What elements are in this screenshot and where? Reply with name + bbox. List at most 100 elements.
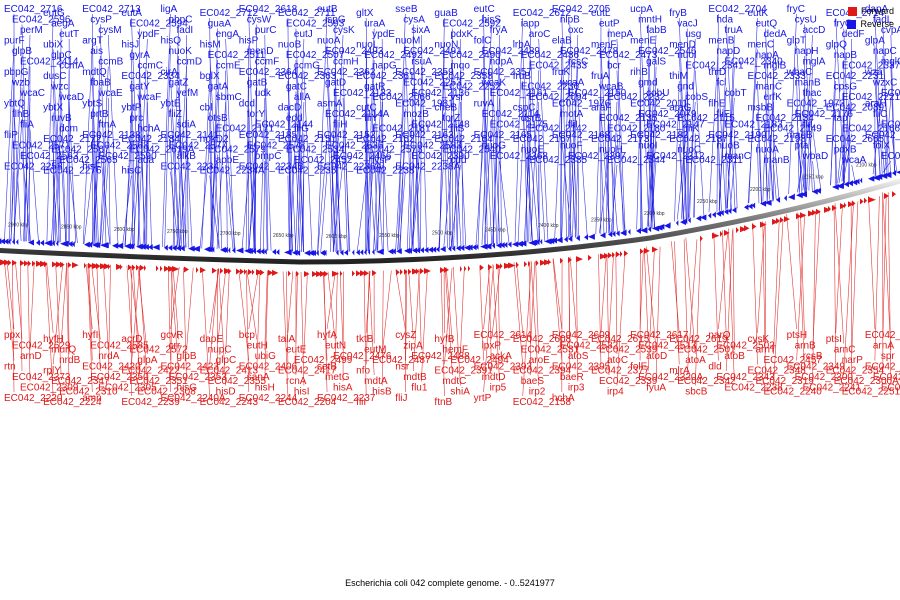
forward-gene-label: irp4 [607,387,624,398]
label-leader-line [882,55,891,175]
reverse-gene-label: EC042_2473 [599,50,658,61]
forward-gene-label: dld [708,362,721,373]
label-leader-line [365,112,376,252]
label-leader-line [88,263,93,361]
reverse-gene-glyph [60,240,68,247]
label-leader-line [264,129,268,251]
label-leader-line [145,70,148,247]
forward-gene-label: nfo [356,366,370,377]
forward-gene-glyph [128,264,132,271]
reverse-gene-glyph [112,242,119,249]
forward-gene-glyph [44,261,48,268]
label-leader-line [91,76,99,244]
reverse-gene-glyph [532,239,538,246]
reverse-gene-label: hchA [137,124,160,135]
label-leader-line [796,76,800,195]
reverse-gene-label: napC [873,46,897,57]
label-leader-line [808,97,813,191]
reverse-gene-label: EC042_2166 [842,124,900,135]
forward-gene-label: EC042_2347 [51,376,110,387]
forward-gene-label: hisI [294,387,310,398]
forward-gene-glyph [516,261,519,268]
reverse-gene-glyph [308,249,315,256]
label-leader-line [147,101,152,247]
label-leader-line [804,24,813,193]
forward-gene-label: EC042_2224 [43,397,102,408]
reverse-gene-label: cdd [450,155,466,166]
label-leader-line [726,230,733,372]
forward-gene-label: mdtD [482,372,506,383]
label-leader-line [639,13,650,230]
reverse-gene-label: dapA [865,4,889,15]
forward-gene-label: lpxP [482,341,502,352]
label-leader-line [209,268,219,365]
reverse-gene-label: sixA [411,25,430,36]
reverse-gene-glyph [340,249,344,256]
label-leader-line [418,269,422,351]
forward-gene-glyph [844,202,847,209]
label-leader-line [678,143,685,222]
forward-gene-label: EC042_2301 [873,372,900,383]
forward-gene-label: EC042_2351 [129,376,188,387]
scale-tick-label: 2300 kbp [644,211,665,217]
label-leader-line [209,49,220,249]
label-leader-line [479,265,484,361]
label-leader-line [142,164,148,247]
label-leader-line [797,212,805,372]
reverse-gene-label: EC042_2716 [4,4,63,15]
label-leader-line [837,122,845,184]
forward-gene-label: arnC [834,345,856,356]
reverse-gene-label: EC042_2359 [395,67,454,78]
label-leader-line [812,160,816,191]
reverse-gene-label: napB [834,50,858,61]
label-leader-line [497,129,500,245]
forward-gene-glyph [260,269,265,276]
label-leader-line [287,271,294,334]
reverse-gene-label: fliS [450,124,464,135]
label-leader-line [225,38,235,250]
reverse-gene-glyph [760,200,767,207]
forward-gene-glyph [248,268,253,275]
reverse-gene-label: nlpB [560,15,580,26]
forward-gene-label: arnT [755,345,776,356]
label-leader-line [342,97,351,252]
reverse-gene-glyph [624,229,627,236]
forward-gene-label: rtn [4,362,16,373]
label-leader-line [530,261,536,344]
forward-gene-glyph [812,209,817,216]
reverse-gene-label: EC042_2138 [82,130,141,141]
forward-gene-glyph [440,267,445,274]
label-leader-line [708,45,719,213]
forward-gene-label: acrD [121,334,142,345]
reverse-gene-glyph [156,244,160,251]
label-leader-line [444,112,448,248]
reverse-gene-label: gyrA [129,50,150,61]
forward-gene-glyph [92,262,100,269]
label-leader-line [538,38,549,241]
label-leader-line [874,196,880,361]
reverse-gene-label: allA [294,92,311,103]
reverse-gene-label: oxc [568,25,584,36]
label-leader-line [851,164,856,182]
reverse-gene-label: fadI [177,25,194,36]
label-leader-line [595,80,602,235]
label-leader-line [282,271,289,397]
reverse-gene-label: EC042_2594 [129,19,188,30]
reverse-gene-label: EC042_2705 [552,4,611,15]
reverse-gene-label: hisJ [121,40,139,51]
reverse-gene-label: torY [247,109,266,120]
forward-gene-label: sanA [247,372,270,383]
forward-gene-label: EC042_2391 [434,366,493,377]
label-leader-line [608,253,614,344]
reverse-gene-glyph [120,243,123,250]
reverse-gene-glyph [892,170,897,177]
forward-gene-label: EC042_2629 [12,341,71,352]
forward-gene-glyph [852,200,856,207]
label-leader-line [365,80,367,252]
forward-gene-glyph [400,269,403,276]
label-leader-line [636,108,641,230]
reverse-gene-label: EC042_2340 [724,57,783,68]
label-leader-line [199,143,210,249]
reverse-gene-glyph [468,244,473,251]
reverse-gene-glyph [524,240,527,247]
